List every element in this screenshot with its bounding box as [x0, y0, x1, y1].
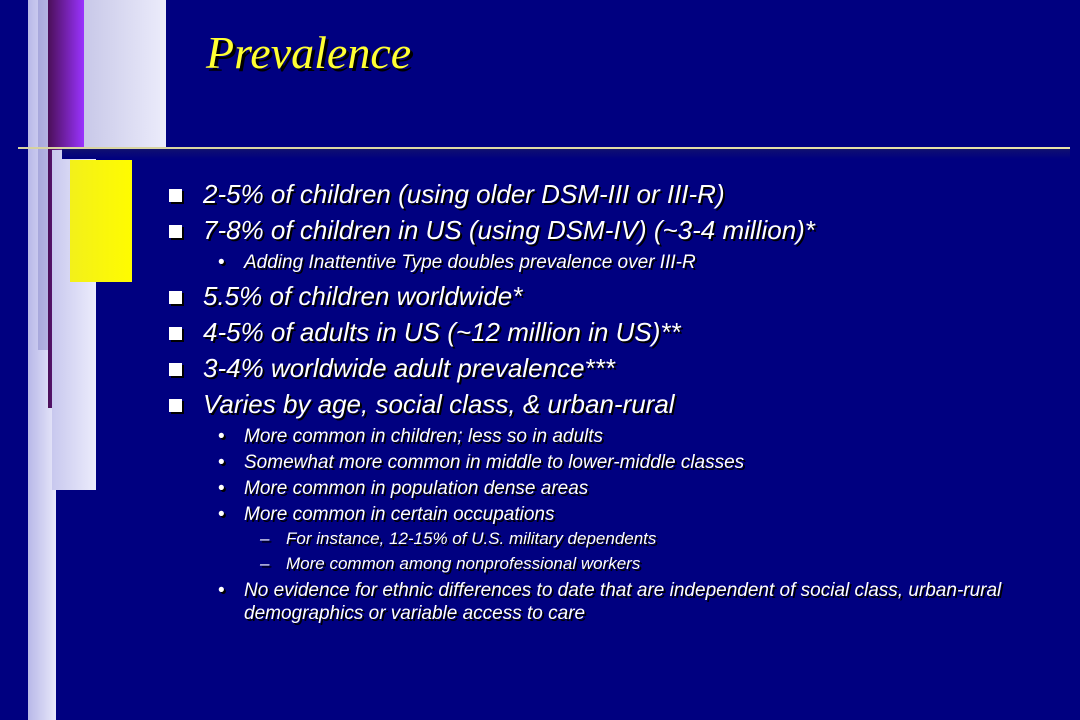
list-item-text: 7-8% of children in US (using DSM-IV) (~…: [203, 215, 815, 245]
dot-bullet-icon: •: [218, 252, 225, 273]
sub-list-item-text: More common in population dense areas: [244, 478, 589, 499]
square-bullet-icon: [169, 363, 182, 376]
title-rule: [18, 147, 1070, 149]
list-item: 4-5% of adults in US (~12 million in US)…: [168, 314, 1068, 350]
list-item-text: Varies by age, social class, & urban-rur…: [203, 389, 675, 419]
list-item-text: 5.5% of children worldwide*: [203, 281, 523, 311]
bullet-list: 2-5% of children (using older DSM-III or…: [168, 176, 1068, 625]
sub-list-item: • More common in population dense areas: [168, 477, 1068, 500]
sub-list-item-text: Adding Inattentive Type doubles prevalen…: [244, 252, 696, 273]
square-bullet-icon: [169, 291, 182, 304]
sub-sub-list-item-text: For instance, 12-15% of U.S. military de…: [286, 529, 657, 548]
sub-list-item-text: More common in children; less so in adul…: [244, 426, 604, 447]
dot-bullet-icon: •: [218, 504, 225, 525]
list-item-text: 3-4% worldwide adult prevalence***: [203, 353, 615, 383]
title-rule-shadow: [62, 149, 1070, 159]
sub-list-item-text: Somewhat more common in middle to lower-…: [244, 452, 745, 473]
list-item: 3-4% worldwide adult prevalence***: [168, 350, 1068, 386]
list-item: 2-5% of children (using older DSM-III or…: [168, 176, 1068, 212]
sub-sub-list-item-text: More common among nonprofessional worker…: [286, 554, 641, 573]
dot-bullet-icon: •: [218, 580, 225, 601]
slide-title: Prevalence: [206, 27, 412, 78]
list-item: 7-8% of children in US (using DSM-IV) (~…: [168, 212, 1068, 248]
sub-list-item: • More common in certain occupations: [168, 503, 1068, 526]
square-bullet-icon: [169, 399, 182, 412]
sub-list-item-text: More common in certain occupations: [244, 504, 555, 525]
decorative-bar-yellow: [70, 160, 132, 282]
dot-bullet-icon: •: [218, 478, 225, 499]
list-item: Varies by age, social class, & urban-rur…: [168, 386, 1068, 422]
list-item: 5.5% of children worldwide*: [168, 278, 1068, 314]
dot-bullet-icon: •: [218, 452, 225, 473]
square-bullet-icon: [169, 225, 182, 238]
sub-list-item: • Adding Inattentive Type doubles preval…: [168, 251, 1068, 274]
decorative-bar-lavender-upper: [84, 0, 166, 150]
dash-bullet-icon: –: [260, 554, 270, 573]
list-item-text: 2-5% of children (using older DSM-III or…: [203, 179, 725, 209]
sub-sub-list-item: – For instance, 12-15% of U.S. military …: [168, 526, 1068, 551]
square-bullet-icon: [169, 189, 182, 202]
list-item-text: 4-5% of adults in US (~12 million in US)…: [203, 317, 681, 347]
sub-list-item: • More common in children; less so in ad…: [168, 425, 1068, 448]
sub-list-item: • Somewhat more common in middle to lowe…: [168, 451, 1068, 474]
sub-list-item-text: No evidence for ethnic differences to da…: [244, 580, 1002, 624]
sub-list-item: • No evidence for ethnic differences to …: [168, 579, 1068, 625]
square-bullet-icon: [169, 327, 182, 340]
dot-bullet-icon: •: [218, 426, 225, 447]
sub-sub-list-item: – More common among nonprofessional work…: [168, 551, 1068, 576]
dash-bullet-icon: –: [260, 529, 270, 548]
